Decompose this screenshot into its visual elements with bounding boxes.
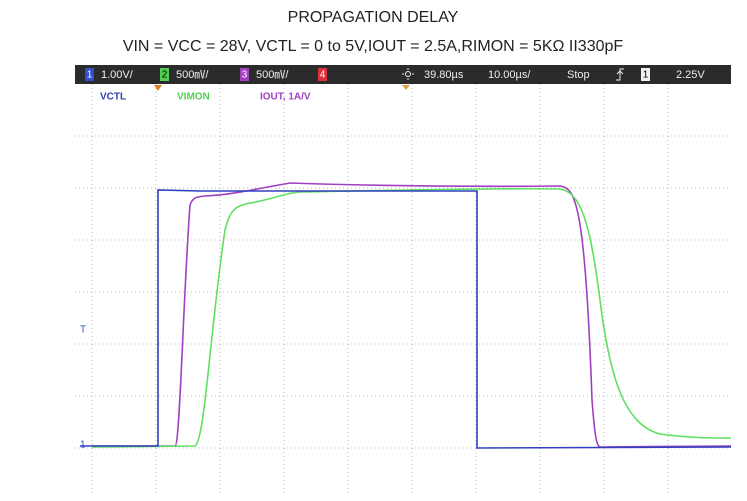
ch1-box bbox=[85, 68, 94, 81]
trigger-level: 2.25V bbox=[676, 69, 705, 81]
trace-label: VIMON bbox=[177, 92, 210, 103]
center-marker bbox=[402, 85, 410, 90]
ch4-number: 4 bbox=[320, 70, 326, 81]
vctl-trace bbox=[80, 189, 732, 449]
ch4-box bbox=[318, 68, 327, 81]
trigger-ch-box bbox=[641, 68, 650, 81]
ch3-box bbox=[240, 68, 249, 81]
ch3-number: 3 bbox=[242, 70, 248, 81]
trace-label: VCTL bbox=[100, 92, 126, 103]
scope-screen bbox=[75, 65, 731, 496]
ch1-number: 1 bbox=[87, 70, 93, 81]
grid bbox=[75, 84, 731, 496]
trigger-level-marker: T bbox=[80, 325, 86, 336]
trace-label: IOUT, 1A/V bbox=[260, 92, 311, 103]
acquire-icon bbox=[402, 68, 414, 80]
ch2-scale: 500㎷/ bbox=[176, 69, 209, 81]
title: PROPAGATION DELAY bbox=[288, 9, 459, 26]
vimon-trace bbox=[91, 187, 732, 448]
trigger-channel: 1 bbox=[643, 70, 649, 81]
delay: 39.80µs bbox=[424, 69, 464, 81]
iout-trace bbox=[92, 182, 732, 448]
ch1-scale: 1.00V/ bbox=[101, 69, 134, 81]
ch2-box bbox=[160, 68, 169, 81]
ground-marker: 1 bbox=[80, 440, 86, 451]
subtitle: VIN = VCC = 28V, VCTL = 0 to 5V,IOUT = 2… bbox=[123, 38, 624, 55]
timebase: 10.00µs/ bbox=[488, 69, 531, 81]
trigger-position-marker bbox=[154, 85, 162, 91]
ch2-number: 2 bbox=[162, 70, 168, 81]
run-state: Stop bbox=[567, 69, 590, 81]
trigger-edge-icon bbox=[616, 68, 624, 81]
ch3-scale: 500㎷/ bbox=[256, 69, 289, 81]
